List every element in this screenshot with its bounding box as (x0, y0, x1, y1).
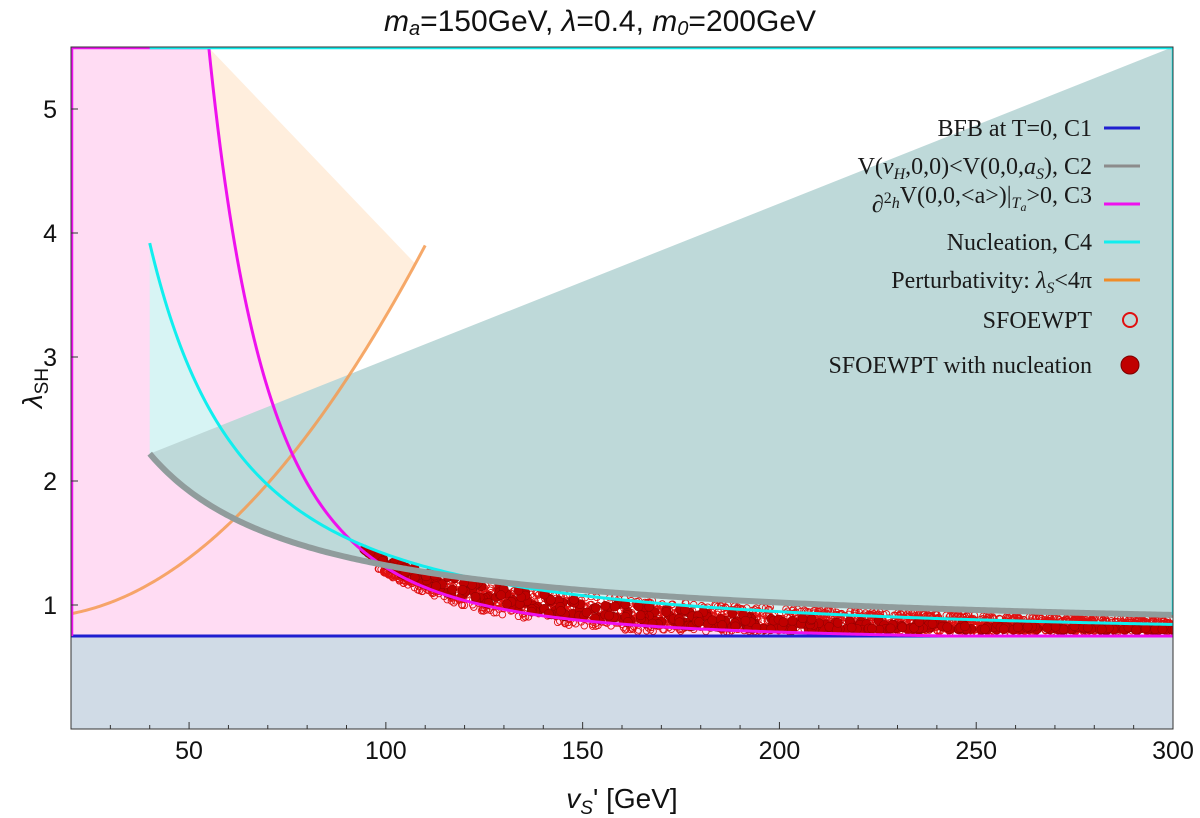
chart-title: ma=150GeV, λ=0.4, m0=200GeV (383, 5, 817, 40)
sfoewpt-nucleation-point (1082, 622, 1093, 633)
legend-label: SFOEWPT (983, 308, 1093, 334)
sfoewpt-nucleation-point (1042, 623, 1052, 633)
c4-line (148, 242, 1173, 626)
sfoewpt-point (460, 601, 469, 610)
sfoewpt-nucleation-point (846, 622, 857, 633)
scatter-points (359, 544, 1185, 637)
c3-line (207, 47, 1173, 638)
sfoewpt-nucleation-point (447, 584, 458, 595)
sfoewpt-nucleation-point (604, 610, 614, 621)
sfoewpt-nucleation-point (979, 624, 990, 634)
x-tick-label: 250 (955, 737, 997, 765)
sfoewpt-point (498, 610, 507, 619)
sfoewpt-nucleation-point (806, 614, 817, 625)
c3-excluded-region (71, 47, 1173, 636)
sfoewpt-point (580, 621, 589, 630)
sfoewpt-nucleation-point (833, 617, 843, 628)
sfoewpt-point (667, 625, 676, 633)
perturbativity-line (71, 244, 427, 616)
sfoewpt-nucleation-point (999, 624, 1009, 635)
x-tick-label: 50 (175, 737, 203, 765)
sfoewpt-nucleation-point (1169, 625, 1173, 635)
sfoewpt-point (621, 626, 630, 634)
sfoewpt-nucleation-point (717, 620, 728, 630)
legend: BFB at T=0, C1 V(vH,0,0)<V(0,0,aS), C2∂2h… (828, 116, 1140, 379)
x-tick-label: 100 (365, 737, 407, 765)
axis-ticks: 50 100 150 200 250 300 1 2 3 4 5 (43, 96, 1194, 765)
sfoewpt-nucleation-point (1013, 622, 1023, 633)
legend-label: ∂2hV(0,0,<a>)|Ta>0, C3 (872, 183, 1092, 218)
sfoewpt-nucleation-point (897, 622, 908, 633)
sfoewpt-nucleation-point (960, 621, 970, 632)
sfoewpt-nucleation-point (885, 623, 896, 634)
sfoewpt-nucleation-point (591, 602, 601, 613)
sfoewpt-nucleation-point (674, 617, 685, 628)
sfoewpt-nucleation-point (1175, 625, 1184, 634)
sfoewpt-point (388, 572, 396, 581)
sfoewpt-nucleation-point (867, 623, 877, 634)
sfoewpt-nucleation-point (581, 607, 592, 618)
c4-edge (149, 47, 1173, 615)
sfoewpt-nucleation-point (555, 606, 566, 616)
sfoewpt-nucleation-point (496, 590, 506, 600)
x-tick-label: 300 (1152, 737, 1194, 765)
sfoewpt-nucleation-point (694, 617, 704, 627)
legend-label: BFB at T=0, C1 (938, 116, 1092, 142)
legend-label: Nucleation, C4 (947, 230, 1092, 256)
y-tick-label: 4 (43, 220, 57, 248)
sfoewpt-nucleation-point (787, 616, 798, 626)
sfoewpt-nucleation-point (1096, 624, 1107, 635)
sfoewpt-point (404, 581, 412, 589)
sfoewpt-nucleation-point (1131, 624, 1141, 635)
sfoewpt-nucleation-point (778, 617, 789, 627)
sfoewpt-nucleation-point (457, 585, 468, 595)
sfoewpt-nucleation-point (470, 591, 481, 602)
sfoewpt-nucleation-point (545, 595, 556, 605)
sfoewpt-nucleation-point (502, 599, 512, 609)
sfoewpt-nucleation-point (1175, 624, 1184, 633)
sfoewpt-nucleation-point (1176, 624, 1185, 633)
legend-label: V(vH,0,0)<V(0,0,aS), C2 (858, 154, 1092, 183)
sfoewpt-nucleation-point (1022, 621, 1033, 632)
sfoewpt-nucleation-point (609, 601, 620, 612)
x-tick-label: 150 (562, 737, 604, 765)
constraint-regions (71, 47, 1173, 729)
sfoewpt-nucleation-point (942, 622, 953, 632)
sfoewpt-nucleation-point (797, 613, 808, 624)
y-tick-label: 1 (43, 592, 57, 620)
y-axis-label: λSH (17, 368, 53, 410)
y-tick-label: 5 (43, 96, 57, 124)
legend-marker (1122, 312, 1138, 328)
sfoewpt-point (905, 612, 914, 620)
c1-excluded-region (71, 636, 1173, 729)
sfoewpt-nucleation-point (927, 618, 938, 629)
x-tick-label: 200 (759, 737, 801, 765)
c2-line (147, 451, 1173, 618)
y-tick-label: 3 (43, 344, 57, 372)
legend-label: SFOEWPT with nucleation (828, 353, 1092, 379)
constraint-curves (71, 47, 1173, 638)
sfoewpt-nucleation-point (661, 607, 672, 617)
legend-marker (1120, 355, 1140, 375)
x-axis-label: vS' [GeV] (566, 783, 677, 818)
sfoewpt-nucleation-point (569, 594, 579, 605)
y-tick-label: 2 (43, 468, 57, 496)
sfoewpt-nucleation-point (740, 615, 751, 626)
sfoewpt-nucleation-point (635, 610, 646, 621)
sfoewpt-nucleation-point (707, 615, 718, 626)
sfoewpt-nucleation-point (600, 600, 611, 611)
legend-label: Perturbativity: λS<4π (891, 268, 1092, 297)
sfoewpt-nucleation-point (1157, 624, 1168, 635)
sfoewpt-nucleation-point (1174, 624, 1183, 633)
c2-excluded-region (149, 47, 1173, 615)
perturbativity-excluded-region (208, 47, 416, 540)
